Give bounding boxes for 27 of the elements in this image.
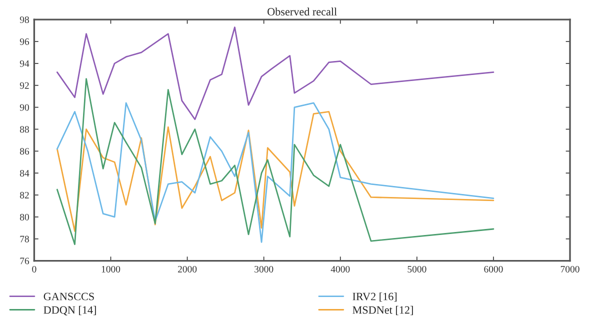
y-tick-label: 98 — [20, 16, 29, 24]
y-tick-label: 86 — [20, 148, 30, 155]
x-tick-label: 1000 — [102, 266, 120, 273]
y-tick-label: 94 — [20, 60, 30, 67]
x-tick-label: 7000 — [560, 266, 580, 273]
line-series — [56, 78, 494, 246]
y-tick-label: 84 — [20, 170, 30, 177]
y-tick-label: 96 — [20, 38, 30, 45]
legend-label: GANSCCS — [44, 292, 94, 300]
y-tick-label: 90 — [20, 104, 29, 111]
y-tick-label: 82 — [20, 192, 29, 198]
x-tick-label: 2000 — [178, 266, 197, 273]
legend-label: MSDNet [12] — [352, 306, 413, 316]
x-tick-label: 6000 — [484, 266, 503, 273]
x-tick-label: 3000 — [254, 266, 274, 273]
x-tick-label: 0 — [32, 266, 36, 273]
y-tick-label: 76 — [20, 258, 30, 264]
x-tick-label: 4000 — [330, 266, 350, 273]
y-tick-label: 80 — [20, 214, 29, 220]
legend-label: DDQN [14] — [44, 306, 96, 316]
x-tick-label: 5000 — [408, 266, 426, 273]
line-series — [56, 26, 494, 120]
legend-label: IRV2 [16] — [352, 292, 397, 302]
y-tick-label: 92 — [20, 82, 29, 89]
y-tick-label: 88 — [20, 126, 29, 133]
chart-title: Observed recall — [268, 8, 337, 16]
y-tick-label: 78 — [20, 236, 29, 242]
